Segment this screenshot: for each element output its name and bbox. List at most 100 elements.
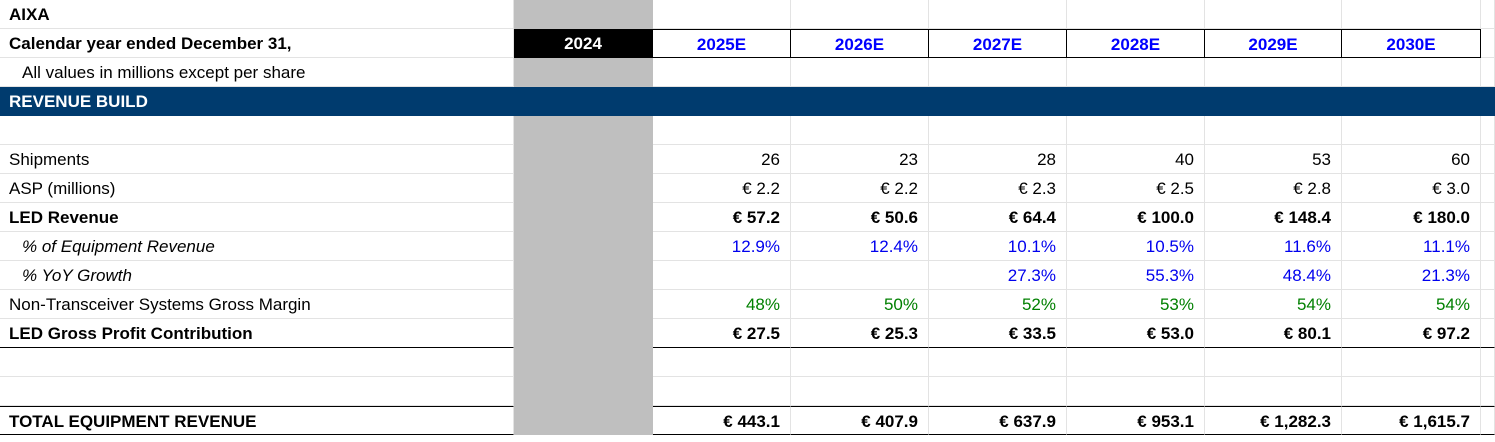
- value-cell[interactable]: € 80.1: [1205, 319, 1342, 348]
- value-cell[interactable]: € 25.3: [791, 319, 929, 348]
- empty-cell[interactable]: [929, 348, 1067, 377]
- value-cell[interactable]: 21.3%: [1342, 261, 1481, 290]
- value-cell[interactable]: € 148.4: [1205, 203, 1342, 232]
- empty-cell[interactable]: [791, 0, 929, 29]
- value-cell[interactable]: € 443.1: [653, 406, 791, 435]
- company-name[interactable]: AIXA: [0, 0, 514, 29]
- section-header-revenue-build[interactable]: REVENUE BUILD: [0, 87, 514, 116]
- empty-cell[interactable]: [514, 377, 653, 406]
- value-cell[interactable]: € 64.4: [929, 203, 1067, 232]
- value-cell[interactable]: € 1,282.3: [1205, 406, 1342, 435]
- value-cell[interactable]: € 57.2: [653, 203, 791, 232]
- row-label-yoy-growth[interactable]: % YoY Growth: [0, 261, 514, 290]
- empty-cell[interactable]: [653, 58, 791, 87]
- band-cell[interactable]: [791, 87, 929, 116]
- value-cell[interactable]: [791, 261, 929, 290]
- value-cell[interactable]: 10.5%: [1067, 232, 1205, 261]
- year-header-1[interactable]: 2025E: [653, 29, 791, 58]
- empty-cell[interactable]: [929, 0, 1067, 29]
- value-cell[interactable]: 55.3%: [1067, 261, 1205, 290]
- empty-cell[interactable]: [1481, 203, 1495, 232]
- value-cell[interactable]: 26: [653, 145, 791, 174]
- calendar-label[interactable]: Calendar year ended December 31,: [0, 29, 514, 58]
- cell-2024[interactable]: [514, 406, 653, 435]
- value-cell[interactable]: 48%: [653, 290, 791, 319]
- empty-cell[interactable]: [929, 58, 1067, 87]
- band-cell[interactable]: [514, 87, 653, 116]
- empty-cell[interactable]: [1481, 319, 1495, 348]
- value-cell[interactable]: 10.1%: [929, 232, 1067, 261]
- value-cell[interactable]: 12.9%: [653, 232, 791, 261]
- band-cell[interactable]: [1342, 87, 1481, 116]
- empty-cell[interactable]: [791, 58, 929, 87]
- empty-cell[interactable]: [1481, 290, 1495, 319]
- band-cell[interactable]: [653, 87, 791, 116]
- cell-2024[interactable]: [514, 203, 653, 232]
- value-cell[interactable]: 48.4%: [1205, 261, 1342, 290]
- value-cell[interactable]: 54%: [1205, 290, 1342, 319]
- value-cell[interactable]: € 1,615.7: [1342, 406, 1481, 435]
- empty-cell[interactable]: [1205, 348, 1342, 377]
- empty-cell[interactable]: [1481, 174, 1495, 203]
- year-header-4[interactable]: 2028E: [1067, 29, 1205, 58]
- empty-cell[interactable]: [653, 348, 791, 377]
- empty-cell[interactable]: [1481, 116, 1495, 145]
- row-label-gross-profit[interactable]: LED Gross Profit Contribution: [0, 319, 514, 348]
- empty-cell[interactable]: [1067, 58, 1205, 87]
- empty-cell[interactable]: [1067, 348, 1205, 377]
- value-cell[interactable]: 27.3%: [929, 261, 1067, 290]
- empty-cell[interactable]: [514, 348, 653, 377]
- value-cell[interactable]: 53: [1205, 145, 1342, 174]
- empty-cell[interactable]: [1481, 348, 1495, 377]
- row-label-led-revenue[interactable]: LED Revenue: [0, 203, 514, 232]
- empty-cell[interactable]: [653, 116, 791, 145]
- empty-cell[interactable]: [1481, 145, 1495, 174]
- empty-cell[interactable]: [1481, 406, 1495, 435]
- cell-2024[interactable]: [514, 290, 653, 319]
- year-header-3[interactable]: 2027E: [929, 29, 1067, 58]
- empty-cell[interactable]: [791, 116, 929, 145]
- empty-cell[interactable]: [653, 377, 791, 406]
- value-cell[interactable]: 53%: [1067, 290, 1205, 319]
- value-cell[interactable]: € 50.6: [791, 203, 929, 232]
- empty-cell[interactable]: [1067, 0, 1205, 29]
- cell-2024[interactable]: [514, 319, 653, 348]
- value-cell[interactable]: 28: [929, 145, 1067, 174]
- value-cell[interactable]: € 97.2: [1342, 319, 1481, 348]
- value-cell[interactable]: € 2.8: [1205, 174, 1342, 203]
- value-cell[interactable]: € 3.0: [1342, 174, 1481, 203]
- empty-cell[interactable]: [514, 116, 653, 145]
- value-cell[interactable]: 12.4%: [791, 232, 929, 261]
- value-cell[interactable]: € 407.9: [791, 406, 929, 435]
- year-header-5[interactable]: 2029E: [1205, 29, 1342, 58]
- value-cell[interactable]: 23: [791, 145, 929, 174]
- value-cell[interactable]: € 2.2: [791, 174, 929, 203]
- value-cell[interactable]: 54%: [1342, 290, 1481, 319]
- value-cell[interactable]: 60: [1342, 145, 1481, 174]
- empty-cell[interactable]: [1067, 377, 1205, 406]
- empty-cell[interactable]: [0, 377, 514, 406]
- row-label-pct-equipment[interactable]: % of Equipment Revenue: [0, 232, 514, 261]
- cell-2024[interactable]: [514, 261, 653, 290]
- empty-cell[interactable]: [1481, 0, 1495, 29]
- empty-cell[interactable]: [1481, 232, 1495, 261]
- value-cell[interactable]: 11.6%: [1205, 232, 1342, 261]
- empty-cell[interactable]: [1481, 377, 1495, 406]
- cell-2024[interactable]: [514, 174, 653, 203]
- value-cell[interactable]: € 953.1: [1067, 406, 1205, 435]
- row-label-asp[interactable]: ASP (millions): [0, 174, 514, 203]
- empty-cell[interactable]: [514, 0, 653, 29]
- empty-cell[interactable]: [791, 348, 929, 377]
- value-cell[interactable]: € 33.5: [929, 319, 1067, 348]
- empty-cell[interactable]: [1205, 116, 1342, 145]
- year-header-6[interactable]: 2030E: [1342, 29, 1481, 58]
- empty-cell[interactable]: [1342, 58, 1481, 87]
- value-cell[interactable]: 11.1%: [1342, 232, 1481, 261]
- year-header-2024[interactable]: 2024: [514, 29, 653, 58]
- value-cell[interactable]: € 180.0: [1342, 203, 1481, 232]
- value-cell[interactable]: € 27.5: [653, 319, 791, 348]
- band-cell[interactable]: [1067, 87, 1205, 116]
- empty-cell[interactable]: [1342, 0, 1481, 29]
- value-cell[interactable]: € 2.3: [929, 174, 1067, 203]
